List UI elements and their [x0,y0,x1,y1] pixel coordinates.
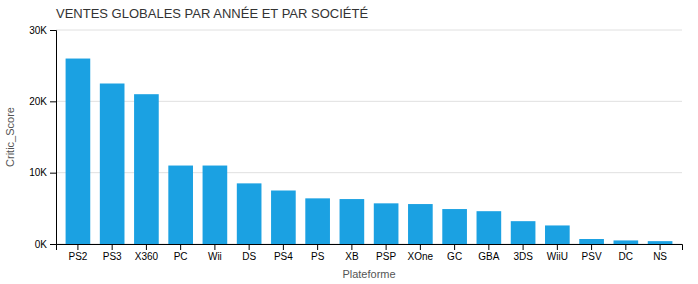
y-tick: 10K [29,167,56,178]
bar [66,59,91,244]
y-tick-label: 30K [29,25,47,36]
x-tick-mark [660,244,661,250]
bar [442,209,467,244]
x-tick-label: XOne [408,251,434,262]
bar [374,203,399,244]
x-tick: PS4 [274,244,293,262]
title: VENTES GLOBALES PAR ANNÉE ET PAR SOCIÉTÉ [56,6,368,21]
x-tick-label: PC [174,251,188,262]
x-tick: PS [311,244,325,262]
bar [100,84,125,245]
x-tick-label: DS [242,251,256,262]
x-axis: PS2 PS3 X360 PC Wii DS PS4 PS XB PSP XOne GC GBA 3DS W… [57,244,683,262]
x-tick-mark [283,244,284,250]
x-tick-mark [454,244,455,250]
x-tick: PSV [582,244,602,262]
x-tick-mark [557,244,558,250]
x-tick: DC [619,244,633,262]
x-tick-mark [351,244,352,250]
x-tick-mark [591,244,592,250]
x-tick-label: PS [311,251,325,262]
bar [614,240,639,244]
bar [134,94,159,244]
chart: 0K 10K 20K 30K PS2 PS3 X360 PC Wii DS PS4 PS XB PSP XO… [0,0,698,284]
bar [545,225,570,244]
x-tick-mark [420,244,421,250]
x-tick: PS3 [103,244,122,262]
bar [168,166,193,244]
bar [648,241,673,244]
x-tick-mark [146,244,147,250]
x-tick-mark [625,244,626,250]
x-tick-label: 3DS [513,251,533,262]
x-tick-label: GBA [478,251,499,262]
x-tick-label: PS2 [68,251,87,262]
bar [579,239,604,244]
x-tick-mark [180,244,181,250]
x-tick: NS [653,244,667,262]
x-tick-label: PS4 [274,251,293,262]
x-tick-label: X360 [135,251,159,262]
x-tick: X360 [135,244,159,262]
x-tick: GC [447,244,462,262]
x-tick-mark [386,244,387,250]
x-tick-label: DC [619,251,633,262]
y-tick-mark [50,30,56,31]
x-tick: XB [345,244,359,262]
grid [56,30,682,244]
x-tick-label: WiiU [547,251,568,262]
x-axis-title: Plateforme [342,268,395,280]
bar [477,211,502,244]
x-tick-mark [214,244,215,250]
x-tick-label: XB [345,251,359,262]
y-tick-mark [50,101,56,102]
bar [511,221,536,244]
y-tick: 20K [29,96,56,107]
y-tick: 0K [35,239,56,250]
x-tick-label: Wii [208,251,222,262]
x-tick-mark [249,244,250,250]
x-tick-mark [112,244,113,250]
x-tick: Wii [208,244,222,262]
x-axis-line [57,245,683,251]
y-tick-label: 0K [35,239,48,250]
bar [340,199,365,244]
x-tick-mark [488,244,489,250]
x-tick: PS2 [68,244,87,262]
bar [305,198,330,244]
x-tick: XOne [408,244,434,262]
y-tick-label: 20K [29,96,47,107]
y-tick-mark [50,173,56,174]
y-tick: 30K [29,25,56,36]
x-tick: WiiU [547,244,568,262]
x-tick-label: PSV [582,251,602,262]
y-tick-label: 10K [29,167,47,178]
bar [271,191,296,245]
x-tick: GBA [478,244,499,262]
grid-line [56,30,682,31]
y-axis-line [50,31,57,245]
bar [408,204,433,244]
x-tick: PC [174,244,188,262]
y-axis-title: Critic_Score [4,107,16,167]
x-tick-label: NS [653,251,667,262]
y-tick-mark [50,244,56,245]
x-tick-mark [317,244,318,250]
x-tick: DS [242,244,256,262]
x-tick: 3DS [513,244,533,262]
bar [203,166,228,244]
bars [66,59,673,244]
plot: 0K 10K 20K 30K PS2 PS3 X360 PC Wii DS PS4 PS XB PSP XO… [29,25,682,262]
x-tick-label: PS3 [103,251,122,262]
x-tick-mark [77,244,78,250]
bar [237,183,262,244]
y-axis: 0K 10K 20K 30K [29,25,56,250]
x-tick-label: PSP [376,251,396,262]
x-tick-label: GC [447,251,462,262]
x-tick: PSP [376,244,396,262]
x-tick-mark [523,244,524,250]
